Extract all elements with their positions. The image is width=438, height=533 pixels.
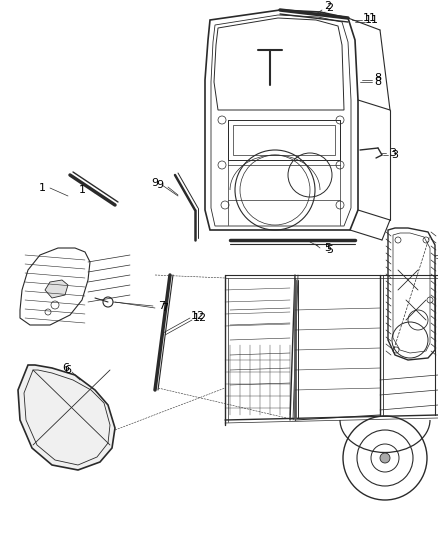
Text: 1: 1 — [39, 183, 46, 193]
Text: 5: 5 — [325, 243, 332, 253]
Text: 2: 2 — [325, 1, 332, 11]
Text: 7: 7 — [159, 301, 166, 311]
Text: 12: 12 — [191, 311, 205, 321]
Text: 9: 9 — [156, 180, 163, 190]
Text: 7: 7 — [162, 303, 169, 313]
Text: 9: 9 — [152, 178, 159, 188]
Text: 6: 6 — [64, 365, 71, 375]
Text: 3: 3 — [392, 150, 399, 160]
Circle shape — [380, 453, 390, 463]
Text: 3: 3 — [389, 148, 396, 158]
Text: 11: 11 — [365, 15, 379, 25]
Text: 8: 8 — [374, 77, 381, 87]
Polygon shape — [18, 365, 115, 470]
Text: 11: 11 — [363, 13, 377, 23]
Text: 1: 1 — [78, 185, 85, 195]
Text: 5: 5 — [326, 245, 333, 255]
Text: 6: 6 — [63, 363, 70, 373]
Text: 2: 2 — [326, 3, 334, 13]
Text: 8: 8 — [374, 73, 381, 83]
Polygon shape — [45, 280, 68, 298]
Text: 12: 12 — [193, 313, 207, 323]
